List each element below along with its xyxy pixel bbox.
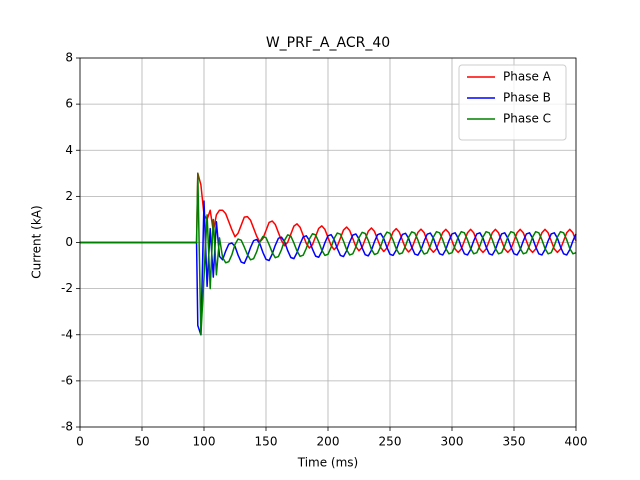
y-axis-label: Current (kA) xyxy=(30,205,44,278)
x-tick-label: 250 xyxy=(379,435,402,449)
x-tick-label: 50 xyxy=(134,435,149,449)
y-tick-label: -6 xyxy=(61,373,73,387)
y-tick-label: 8 xyxy=(65,51,73,65)
x-tick-label: 350 xyxy=(503,435,526,449)
y-tick-label: -8 xyxy=(61,420,73,434)
legend: Phase A Phase B Phase C xyxy=(458,64,567,141)
x-tick-label: 100 xyxy=(193,435,216,449)
data-line xyxy=(80,172,577,336)
x-tick-label: 0 xyxy=(76,435,84,449)
legend-box xyxy=(458,64,567,141)
data-line xyxy=(80,172,577,254)
y-tick-label: -2 xyxy=(61,281,73,295)
chart-title: W_PRF_A_ACR_40 xyxy=(266,35,390,51)
plot-frame xyxy=(79,57,577,428)
legend-label: Phase A xyxy=(503,70,552,84)
x-tick-label: 200 xyxy=(317,435,340,449)
y-tick-label: -4 xyxy=(61,327,73,341)
legend-label: Phase B xyxy=(503,91,551,105)
x-tick-label: 150 xyxy=(255,435,278,449)
y-tick-label: 4 xyxy=(65,143,73,157)
y-tick-label: 6 xyxy=(65,97,73,111)
legend-label: Phase C xyxy=(503,112,551,126)
x-axis-label: Time (ms) xyxy=(297,456,359,470)
y-tick-label: 2 xyxy=(65,189,73,203)
x-tick-label: 300 xyxy=(441,435,464,449)
x-tick-label: 400 xyxy=(565,435,588,449)
y-tick-label: 0 xyxy=(65,235,73,249)
